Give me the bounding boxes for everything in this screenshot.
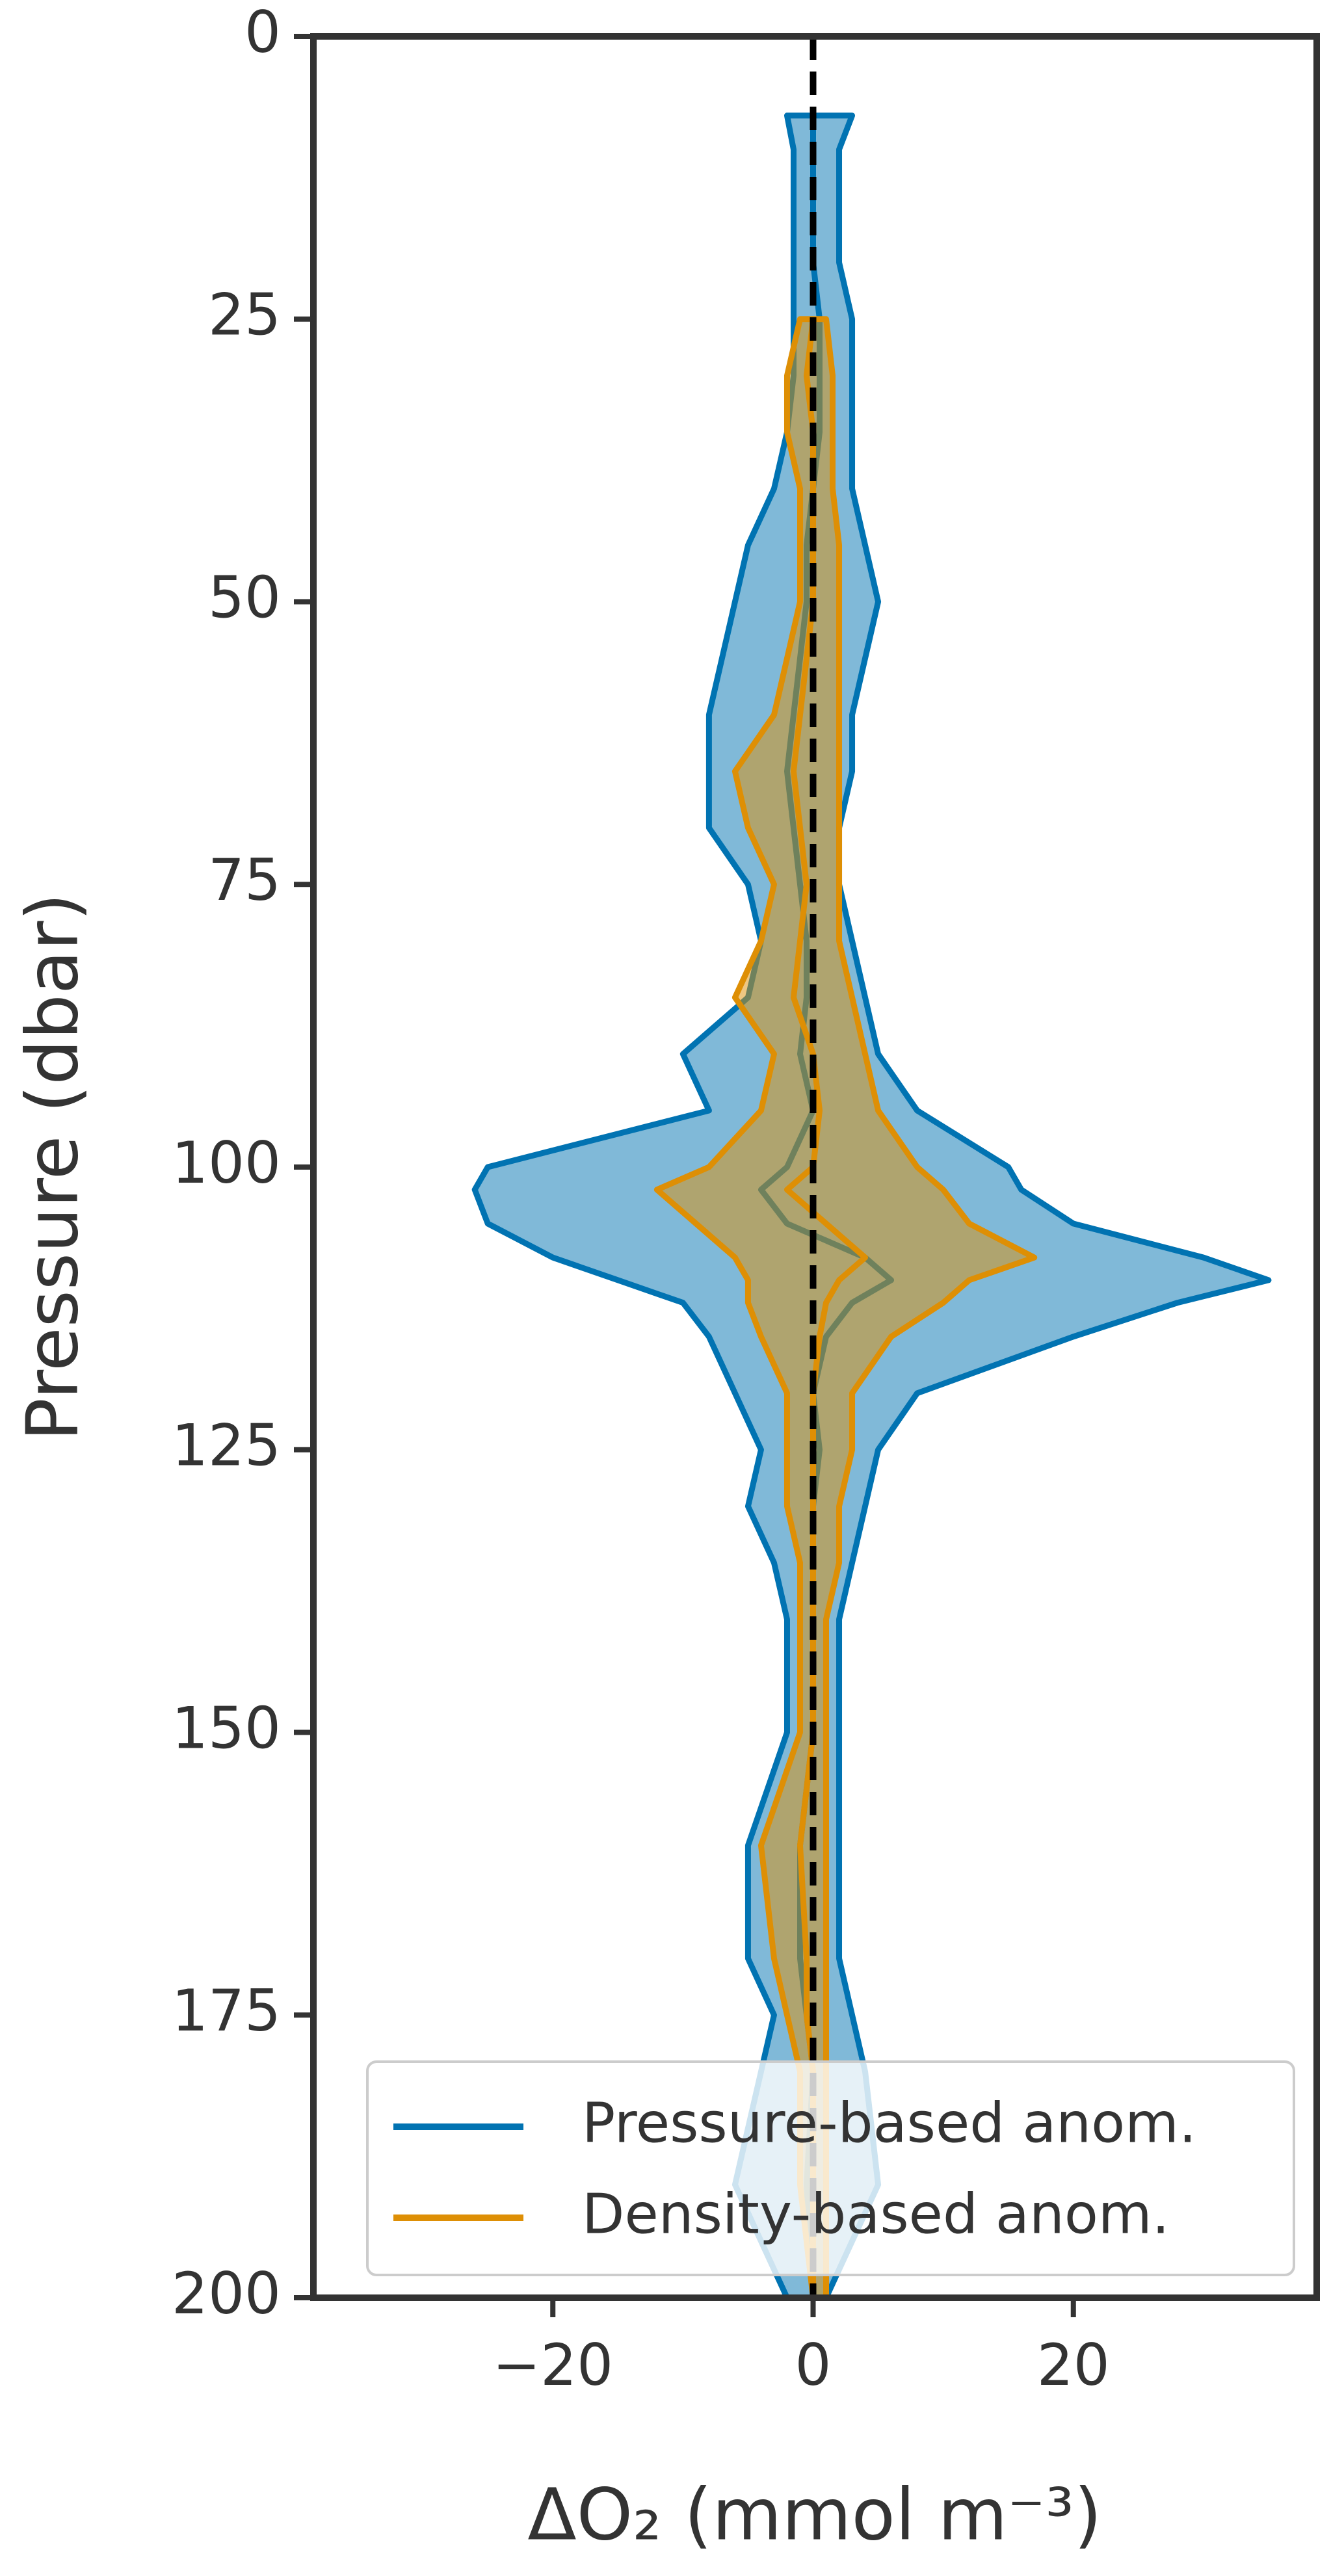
- y-tick-label: 100: [172, 1129, 281, 1196]
- y-tick-label: 50: [208, 564, 281, 631]
- y-tick-label: 175: [172, 1977, 281, 2044]
- legend-box: [366, 2060, 1295, 2276]
- y-tick-label: 0: [244, 0, 281, 66]
- x-tick-label: 20: [1037, 2332, 1110, 2399]
- legend-label: Density-based anom.: [582, 2182, 1170, 2246]
- y-tick-label: 25: [208, 282, 281, 348]
- x-tick-label: 0: [795, 2332, 831, 2399]
- plot-area: [471, 112, 1272, 2298]
- y-tick-label: 125: [172, 1412, 281, 1479]
- y-tick-label: 200: [172, 2260, 281, 2327]
- x-axis-label: ΔO₂ (mmol m⁻³): [527, 2473, 1101, 2556]
- y-tick-label: 75: [208, 847, 281, 913]
- envelope: [653, 316, 1038, 2298]
- profile-line: [784, 319, 869, 2298]
- legend-label: Pressure-based anom.: [582, 2091, 1196, 2155]
- y-tick-label: 150: [172, 1694, 281, 1761]
- x-tick-label: −20: [492, 2332, 613, 2399]
- y-axis-label: Pressure (dbar): [10, 893, 94, 1441]
